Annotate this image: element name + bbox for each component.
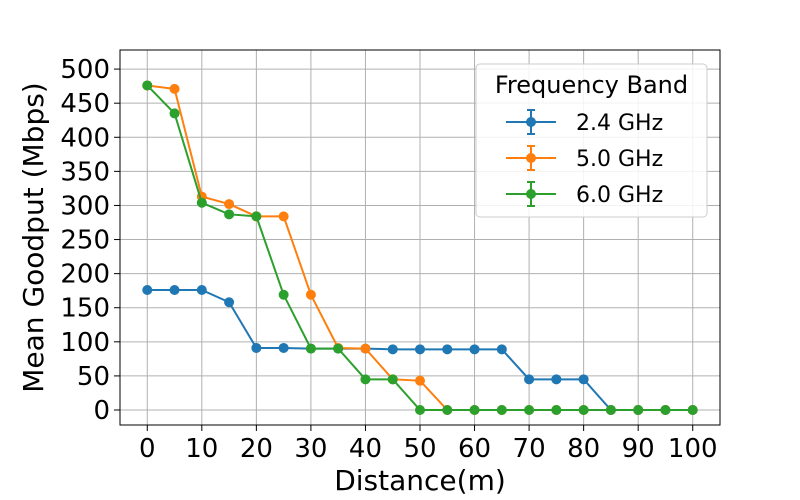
- data-point: [169, 83, 180, 94]
- y-tick-label: 300: [60, 191, 110, 221]
- data-point: [415, 375, 425, 386]
- legend-item: 2.4 GHz: [506, 109, 663, 136]
- y-tick-label: 250: [60, 226, 110, 256]
- data-point: [333, 343, 344, 354]
- legend-label: 6.0 GHz: [576, 183, 663, 208]
- data-point: [415, 344, 425, 355]
- data-point: [442, 344, 453, 355]
- x-tick-label: 80: [567, 434, 600, 464]
- data-point: [196, 197, 207, 208]
- data-point: [360, 374, 371, 385]
- data-point: [524, 405, 535, 415]
- y-axis-title: Mean Goodput (Mbps): [17, 82, 50, 392]
- data-point: [278, 289, 289, 300]
- legend-marker: [526, 189, 536, 199]
- data-point: [469, 405, 480, 415]
- y-tick-label: 0: [93, 396, 110, 426]
- x-tick-label: 70: [513, 434, 546, 464]
- data-point: [387, 374, 398, 385]
- series-layer: [142, 80, 698, 415]
- data-point: [278, 342, 289, 353]
- y-tick-label: 450: [60, 89, 110, 119]
- y-tick-label: 400: [60, 123, 110, 153]
- data-point: [305, 289, 316, 300]
- legend-marker: [526, 117, 536, 127]
- data-point: [224, 209, 235, 220]
- data-point: [469, 344, 480, 355]
- series-group: [142, 80, 698, 415]
- data-point: [224, 297, 235, 308]
- data-point: [142, 285, 153, 295]
- data-point: [387, 344, 398, 355]
- y-tick-label: 100: [60, 328, 110, 358]
- y-tick-label: 50: [77, 362, 110, 392]
- data-point: [360, 343, 371, 354]
- data-point: [605, 405, 616, 415]
- data-point: [169, 285, 180, 295]
- data-point: [496, 344, 507, 355]
- data-point: [415, 405, 425, 415]
- legend-label: 5.0 GHz: [576, 147, 663, 172]
- legend-marker: [526, 153, 536, 163]
- legend-title: Frequency Band: [495, 71, 688, 99]
- data-point: [251, 342, 262, 353]
- data-point: [169, 108, 180, 119]
- legend-items: 2.4 GHz 5.0 GHz 6.0 GHz: [506, 109, 663, 208]
- y-tick-label: 500: [60, 55, 110, 85]
- data-point: [633, 405, 644, 415]
- x-tick-label: 60: [458, 434, 491, 464]
- legend-label: 2.4 GHz: [576, 111, 663, 136]
- data-point: [578, 405, 589, 415]
- data-point: [687, 405, 698, 415]
- legend-item: 6.0 GHz: [506, 181, 663, 208]
- y-tick-label: 200: [60, 260, 110, 290]
- x-tick-label: 0: [139, 434, 156, 464]
- data-point: [224, 199, 235, 210]
- data-point: [551, 405, 562, 415]
- x-tick-label: 90: [622, 434, 655, 464]
- data-point: [551, 374, 562, 385]
- data-point: [442, 405, 453, 415]
- legend-item: 5.0 GHz: [506, 145, 663, 172]
- data-point: [524, 374, 535, 385]
- x-axis-title: Distance(m): [334, 464, 506, 497]
- y-tick-label: 150: [60, 294, 110, 324]
- data-point: [578, 374, 589, 385]
- data-point: [305, 343, 316, 354]
- data-point: [660, 405, 671, 415]
- legend-box: [475, 63, 708, 218]
- y-tick-label: 350: [60, 157, 110, 187]
- axis-ticks: 0 10 20 30 40 50 60 70 80 90 100 0 50 100 150 200 250 300…: [60, 55, 717, 464]
- data-point: [196, 285, 207, 295]
- data-point: [496, 405, 507, 415]
- data-point: [278, 211, 289, 222]
- data-point: [142, 80, 153, 91]
- x-tick-label: 30: [294, 434, 327, 464]
- legend: Frequency Band 2.4 GHz 5.0 GHz 6.0 GHz: [475, 63, 708, 218]
- data-point: [251, 211, 262, 222]
- x-tick-label: 100: [668, 434, 718, 464]
- x-tick-label: 10: [185, 434, 218, 464]
- x-tick-label: 20: [240, 434, 273, 464]
- x-tick-label: 40: [349, 434, 382, 464]
- x-tick-label: 50: [403, 434, 436, 464]
